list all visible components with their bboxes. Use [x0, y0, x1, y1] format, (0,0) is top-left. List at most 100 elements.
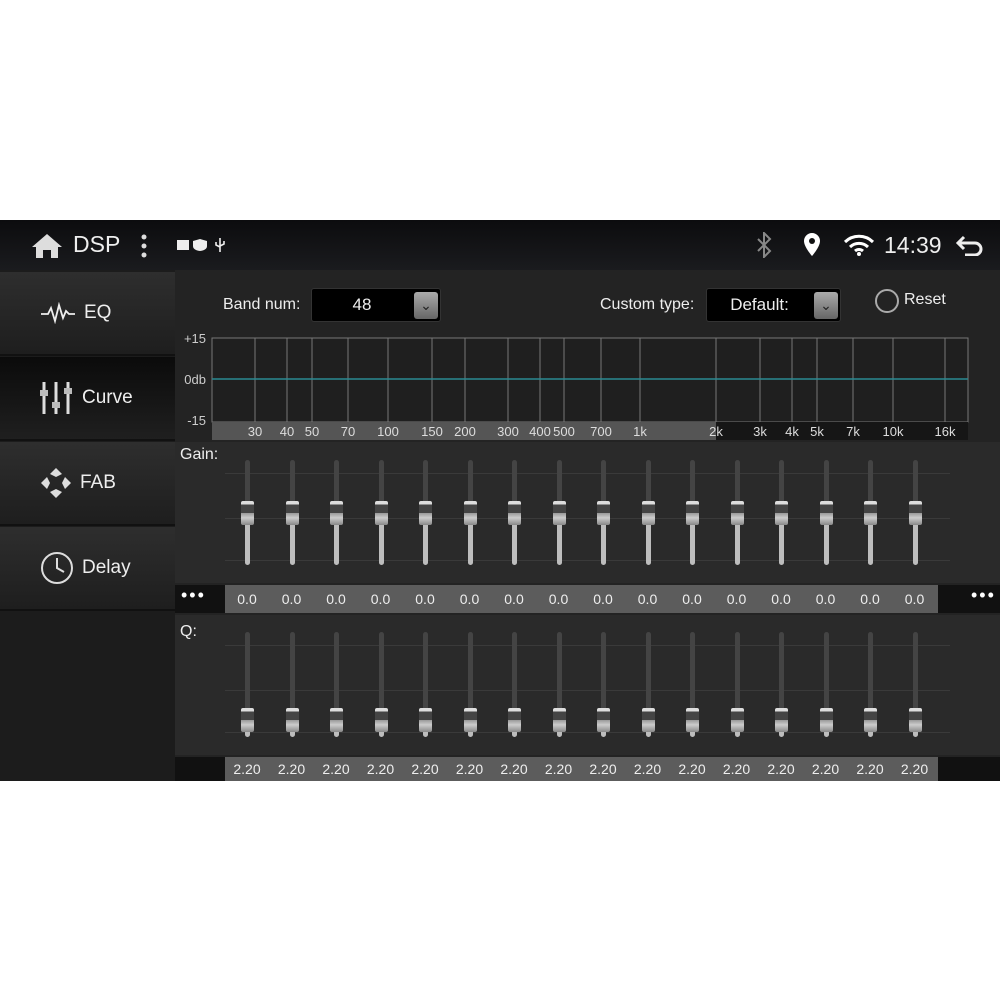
slider-thumb[interactable]: [508, 708, 521, 733]
slider-thumb[interactable]: [374, 500, 388, 525]
q-value: 2.20: [455, 761, 484, 777]
slider-thumb[interactable]: [908, 500, 922, 525]
more-vert-icon[interactable]: [140, 233, 148, 259]
home-icon[interactable]: [31, 233, 63, 259]
slider-thumb[interactable]: [730, 500, 744, 525]
bluetooth-icon: [757, 232, 772, 258]
slider-track[interactable]: [601, 632, 606, 737]
q-value: 2.20: [366, 761, 395, 777]
gain-value: 0.0: [370, 591, 391, 607]
scroll-left-more-icon[interactable]: •••: [181, 585, 206, 605]
slider-thumb[interactable]: [463, 500, 477, 525]
freq-tick-label: 3k: [753, 424, 767, 439]
slider-thumb[interactable]: [864, 708, 877, 733]
slider-thumb[interactable]: [463, 708, 477, 733]
gain-value: 0.0: [504, 591, 524, 607]
guide-line: [225, 517, 950, 519]
slider-thumb[interactable]: [552, 500, 566, 525]
q-value: 2.20: [633, 761, 662, 777]
slider-thumb[interactable]: [285, 708, 299, 733]
shield-play-icon: [193, 239, 207, 251]
slider-thumb[interactable]: [241, 708, 254, 733]
slider-thumb[interactable]: [419, 500, 432, 525]
slider-track[interactable]: [467, 632, 473, 737]
sidebar-item-fab[interactable]: FAB: [0, 442, 175, 526]
gain-label: Gain:: [180, 446, 219, 463]
slider-thumb[interactable]: [730, 708, 744, 733]
slider-thumb[interactable]: [508, 500, 521, 525]
slider-track[interactable]: [912, 632, 918, 737]
reset-label[interactable]: Reset: [904, 291, 946, 308]
freq-tick-label: 100: [377, 424, 399, 439]
sidebar: EQ Curve FAB Delay: [0, 270, 175, 781]
band-num-select[interactable]: 48 ⌄: [311, 288, 441, 322]
sidebar-item-eq[interactable]: EQ: [0, 272, 175, 356]
slider-track[interactable]: [423, 632, 428, 737]
slider-thumb[interactable]: [819, 500, 833, 525]
slider-thumb[interactable]: [552, 708, 566, 733]
freq-tick-label: 700: [590, 424, 612, 439]
gain-value: 0.0: [904, 591, 925, 607]
custom-type-value: Default:: [730, 295, 789, 314]
slider-thumb[interactable]: [330, 500, 343, 525]
slider-thumb[interactable]: [686, 500, 699, 525]
slider-fill: [868, 512, 873, 565]
slider-thumb[interactable]: [686, 708, 699, 733]
gain-value: 0.0: [593, 591, 613, 607]
slider-thumb[interactable]: [819, 708, 833, 733]
band-num-label: Band num:: [223, 296, 301, 313]
gain-value: 0.0: [237, 591, 257, 607]
slider-track[interactable]: [334, 632, 339, 737]
reset-radio[interactable]: [875, 289, 899, 313]
sidebar-item-curve[interactable]: Curve: [0, 357, 175, 441]
chevron-down-icon[interactable]: ⌄: [414, 292, 438, 319]
slider-thumb[interactable]: [775, 708, 788, 733]
gain-value: 0.0: [548, 591, 569, 607]
slider-thumb[interactable]: [597, 500, 610, 525]
slider-thumb[interactable]: [641, 500, 655, 525]
slider-track[interactable]: [779, 632, 784, 737]
slider-track[interactable]: [868, 632, 873, 737]
slider-track[interactable]: [734, 632, 740, 737]
slider-thumb[interactable]: [597, 708, 610, 733]
sidebar-item-delay[interactable]: Delay: [0, 527, 175, 611]
q-label: Q:: [180, 623, 197, 640]
freq-tick-label: 7k: [846, 424, 860, 439]
slider-fill: [734, 512, 740, 565]
slider-track[interactable]: [289, 632, 295, 737]
back-icon[interactable]: [955, 234, 983, 256]
sidebar-item-label: FAB: [80, 472, 116, 493]
slider-track[interactable]: [512, 632, 517, 737]
q-value: 2.20: [322, 761, 350, 777]
freq-strip-light: [212, 422, 716, 440]
slider-thumb[interactable]: [330, 708, 343, 733]
slider-track[interactable]: [690, 632, 695, 737]
slider-fill: [378, 512, 384, 565]
location-icon: [804, 233, 820, 256]
slider-track[interactable]: [645, 632, 651, 737]
slider-track[interactable]: [823, 632, 829, 737]
slider-thumb[interactable]: [641, 708, 655, 733]
chevron-down-icon[interactable]: ⌄: [814, 292, 838, 319]
slider-track[interactable]: [245, 632, 250, 737]
slider-thumb[interactable]: [419, 708, 432, 733]
scroll-right-more-icon[interactable]: •••: [971, 585, 996, 605]
slider-fill: [467, 512, 473, 565]
slider-thumb[interactable]: [775, 500, 788, 525]
slider-track[interactable]: [378, 632, 384, 737]
slider-thumb[interactable]: [374, 708, 388, 733]
slider-thumb[interactable]: [864, 500, 877, 525]
slider-fill: [690, 512, 695, 565]
slider-thumb[interactable]: [908, 708, 922, 733]
freq-tick-label: 500: [553, 424, 575, 439]
band-num-value: 48: [352, 295, 372, 314]
gain-axis-label: +15: [184, 331, 206, 346]
slider-thumb[interactable]: [241, 500, 254, 525]
slider-track[interactable]: [556, 632, 562, 737]
custom-type-select[interactable]: Default: ⌄: [706, 288, 841, 322]
q-value: 2.20: [500, 761, 528, 777]
slider-thumb[interactable]: [285, 500, 299, 525]
q-value: 2.20: [811, 761, 840, 777]
q-value-row: 2.20 2.20 2.20 2.20 2.20 2.20 2.20 2.20 2.20 2.20…: [175, 757, 1000, 781]
slider-fill: [423, 512, 428, 565]
